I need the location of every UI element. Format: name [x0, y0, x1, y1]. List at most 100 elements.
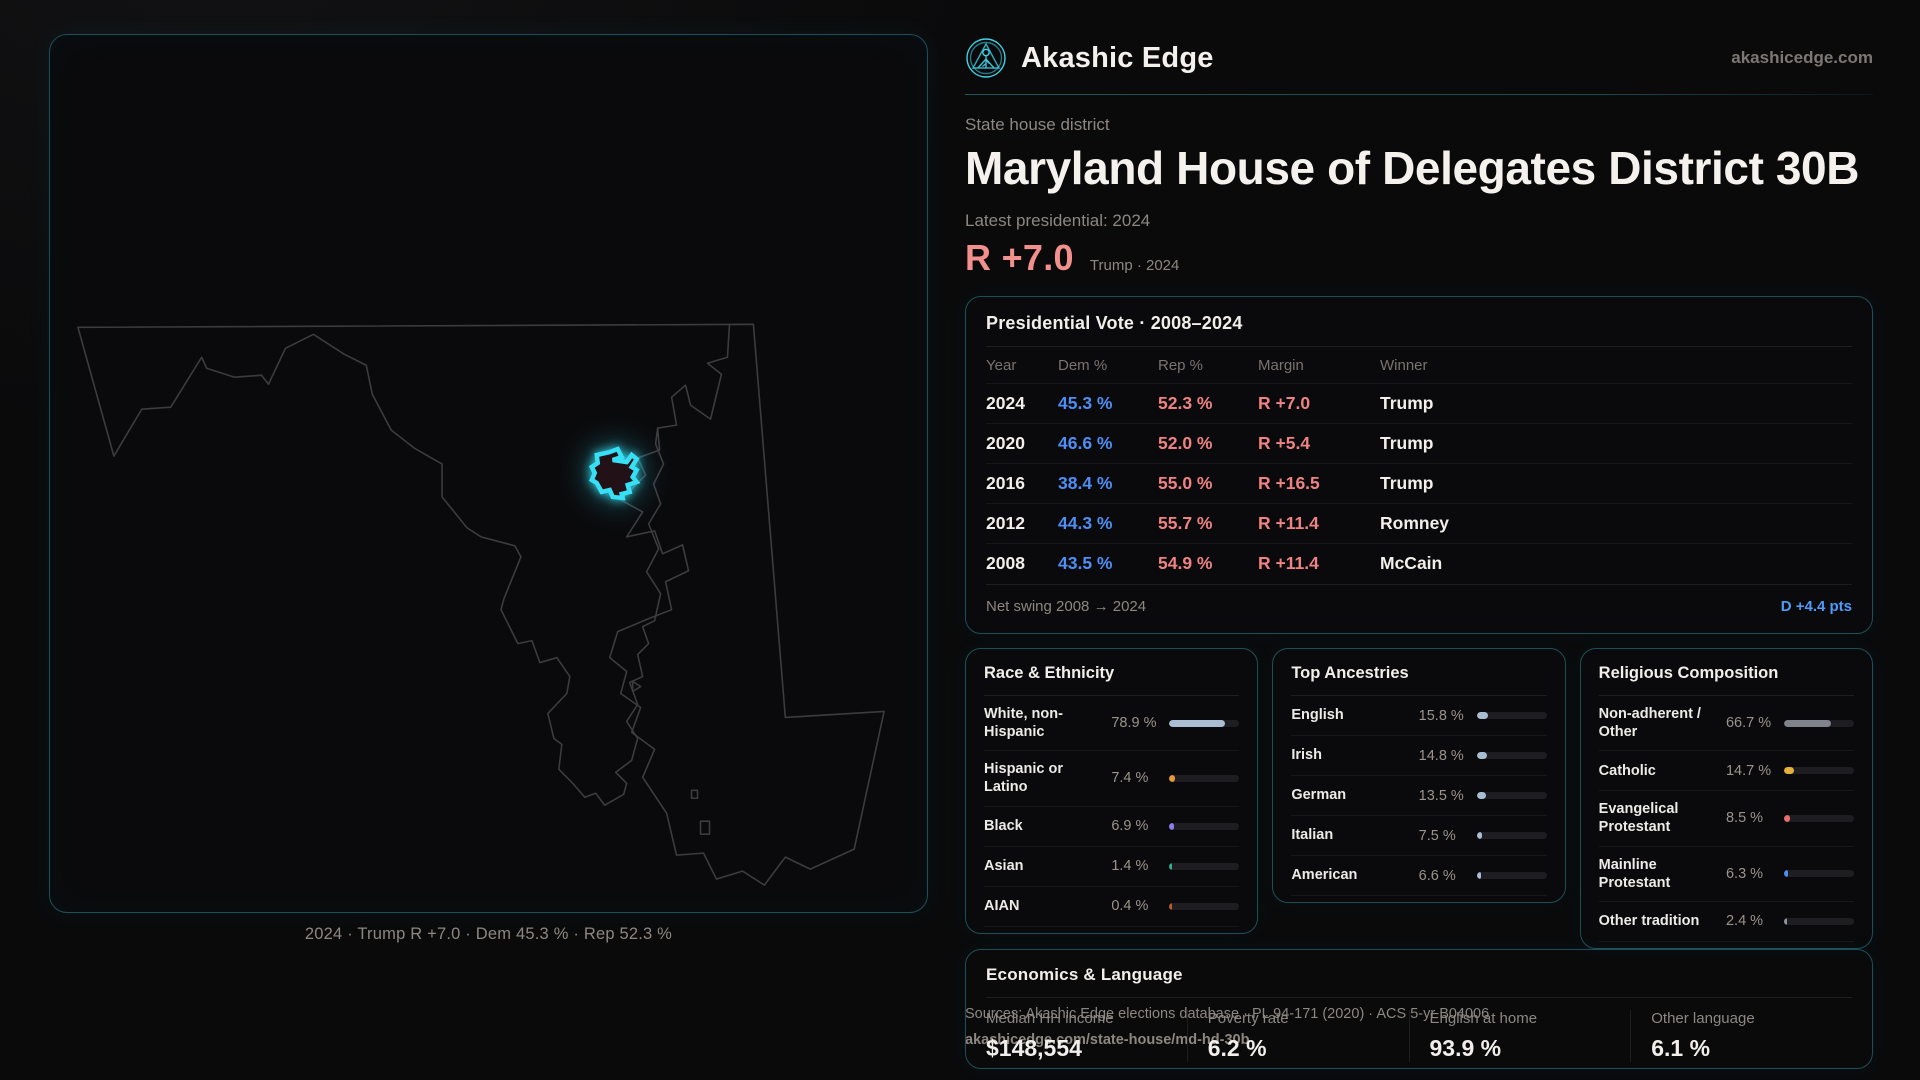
stat-value: 6.9 %: [1111, 818, 1149, 834]
bar-track: [1169, 862, 1240, 870]
panel-title: Economics & Language: [986, 965, 1183, 984]
net-swing-value: D +4.4 pts: [1780, 598, 1852, 615]
stat-label: Hispanic or Latino: [984, 761, 1063, 796]
panel-title-divider: [984, 695, 1240, 696]
stat-median-income: Median HH income $148,554: [986, 1010, 1187, 1062]
stat-english-at-home: English at home 93.9 %: [1408, 1010, 1631, 1062]
cell-winner: Trump: [1380, 473, 1434, 493]
cell-dem: 38.4 %: [1058, 473, 1113, 493]
stat-row: Evangelical Protestant 8.5 %: [1598, 791, 1854, 847]
stat-poverty-rate: Poverty rate 6.2 %: [1186, 1010, 1409, 1062]
panel-title-divider: [1598, 695, 1854, 696]
bar-track: [1169, 822, 1240, 830]
headline-margin-value: R +7.0: [965, 237, 1074, 278]
cell-year: 2008: [986, 553, 1025, 573]
bar-fill: [1476, 792, 1487, 799]
table-row: 2016 38.4 % 55.0 % R +16.5 Trump: [986, 463, 1852, 503]
site-domain-link[interactable]: akashicedge.com: [1731, 48, 1873, 67]
stat-label: Other language: [1651, 1010, 1755, 1027]
table-row: 2024 45.3 % 52.3 % R +7.0 Trump: [986, 383, 1852, 423]
cell-rep: 52.0 %: [1158, 433, 1213, 453]
stat-row: Hispanic or Latino 7.4 %: [984, 751, 1240, 807]
stat-value: 6.1 %: [1651, 1035, 1711, 1061]
bar-fill: [1169, 862, 1173, 870]
bar-track: [1783, 719, 1854, 727]
cell-year: 2016: [986, 473, 1025, 493]
stat-row: Black 6.9 %: [984, 807, 1240, 847]
bar-fill: [1476, 832, 1482, 839]
economics-stats-row: Median HH income $148,554 Poverty rate 6…: [986, 1010, 1852, 1062]
brand-row: Akashic Edge akashicedge.com: [965, 0, 1920, 79]
bar-fill: [1476, 752, 1488, 759]
bar-track: [1783, 767, 1854, 775]
cell-dem: 46.6 %: [1058, 433, 1113, 453]
bar-track: [1169, 719, 1240, 727]
stat-label: Catholic: [1598, 762, 1656, 779]
cell-rep: 52.3 %: [1158, 393, 1213, 413]
stat-row: German 13.5 %: [1291, 776, 1547, 816]
demographics-row: Race & Ethnicity White, non-Hispanic 78.…: [965, 648, 1873, 949]
stat-value: $148,554: [986, 1035, 1082, 1061]
net-swing-label: Net swing 2008 → 2024: [986, 598, 1147, 615]
page-title: Maryland House of Delegates District 30B: [965, 142, 1860, 194]
bar-fill: [1783, 719, 1831, 727]
stat-label: Median HH income: [986, 1010, 1114, 1027]
stat-value: 15.8 %: [1418, 707, 1464, 724]
bar-track: [1783, 917, 1854, 925]
bar-fill: [1169, 774, 1175, 782]
cell-dem: 45.3 %: [1058, 393, 1113, 413]
stat-row: AIAN 0.4 %: [984, 887, 1240, 927]
stat-label: English at home: [1429, 1010, 1538, 1027]
latest-presidential-label: Latest presidential: 2024: [965, 211, 1151, 230]
bar-fill: [1169, 902, 1173, 910]
top-ancestries-panel: Top Ancestries English 15.8 % Irish 14.8…: [1272, 648, 1566, 903]
bar-fill: [1169, 822, 1175, 830]
net-swing-row: Net swing 2008 → 2024 D +4.4 pts: [986, 584, 1852, 615]
panel-title-divider: [986, 997, 1852, 998]
sources-line: Sources: Akashic Edge elections database…: [965, 1006, 1490, 1022]
panel-title-divider: [1291, 695, 1547, 696]
stat-label: Poverty rate: [1207, 1010, 1289, 1027]
religious-composition-panel: Religious Composition Non-adherent / Oth…: [1579, 648, 1873, 949]
stat-value: 6.6 %: [1418, 867, 1456, 884]
stat-value: 6.3 %: [1725, 865, 1764, 882]
cell-dem: 44.3 %: [1058, 513, 1113, 533]
bar-track: [1169, 774, 1240, 782]
stat-label: Italian: [1291, 827, 1334, 844]
headline-margin-caption: Trump · 2024: [1089, 257, 1180, 274]
stat-row: Other tradition 2.4 %: [1598, 902, 1854, 942]
stat-label: English: [1291, 707, 1344, 724]
stat-label: Mainline Protestant: [1598, 856, 1671, 891]
stat-label: American: [1291, 867, 1358, 884]
cell-winner: Trump: [1380, 393, 1434, 413]
stat-value: 0.4 %: [1111, 898, 1149, 914]
district-shape[interactable]: [588, 446, 641, 501]
economics-language-panel: Economics & Language Median HH income $1…: [965, 949, 1873, 1069]
bar-track: [1783, 870, 1854, 878]
permalink[interactable]: akashicedge.com/state-house/md-hd-30b: [965, 1032, 1250, 1048]
stat-value: 93.9 %: [1429, 1035, 1502, 1061]
stat-row: Catholic 14.7 %: [1598, 751, 1854, 792]
report-header: Akashic Edge akashicedge.com State house…: [965, 0, 1920, 279]
stat-label: Asian: [984, 857, 1024, 874]
bar-fill: [1169, 719, 1225, 727]
map-caption: 2024 · Trump R +7.0 · Dem 45.3 % · Rep 5…: [304, 925, 673, 943]
district-type-eyebrow: State house district: [965, 115, 1110, 134]
cell-winner: McCain: [1380, 553, 1443, 573]
presidential-vote-panel: Presidential Vote · 2008–2024 Year Dem %…: [965, 296, 1873, 634]
cell-rep: 55.7 %: [1158, 513, 1213, 533]
panel-title: Presidential Vote · 2008–2024: [986, 313, 1243, 333]
bar-track: [1476, 872, 1547, 879]
col-header-rep: Rep %: [1158, 357, 1204, 374]
stat-value: 13.5 %: [1418, 787, 1464, 804]
stat-row: White, non-Hispanic 78.9 %: [984, 696, 1240, 752]
stat-label: Evangelical Protestant: [1598, 801, 1679, 836]
bar-track: [1476, 792, 1547, 799]
stat-row: Italian 7.5 %: [1291, 816, 1547, 856]
stat-value: 7.4 %: [1111, 770, 1149, 787]
cell-rep: 55.0 %: [1158, 473, 1213, 493]
stat-value: 14.8 %: [1418, 747, 1464, 764]
cell-winner: Romney: [1380, 513, 1450, 533]
col-header-winner: Winner: [1380, 357, 1428, 374]
cell-year: 2024: [986, 393, 1025, 413]
